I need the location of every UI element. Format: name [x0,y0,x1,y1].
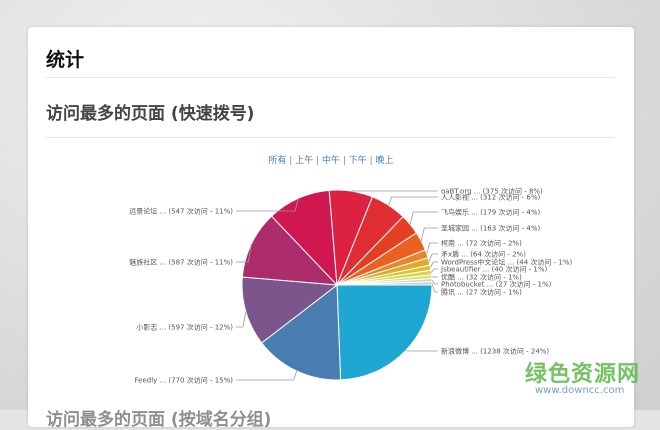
slice-label: 魅族社区 ... (587 次访问 - 11%) [129,258,233,267]
leader-line [429,254,438,261]
leader-line [236,371,297,380]
pie-slice[interactable] [337,285,432,380]
slice-label: 远景论坛 ... (547 次访问 - 11%) [129,207,233,216]
leader-line [421,228,438,241]
slice-label: 圣城家园 ... (163 次访问 - 4%) [441,224,541,233]
slice-label: 新浪微博 ... (1238 次访问 - 24%) [441,347,549,356]
leader-line [427,243,438,254]
slice-label: 腾讯 ... (27 次访问 - 1%) [441,288,522,297]
leader-line [430,262,438,268]
slice-label: 小影志 ... (597 次访问 - 12%) [136,323,233,332]
slice-label: Feedly ... (770 次访问 - 15%) [135,376,234,385]
leader-line [432,280,438,284]
leader-line [236,312,246,327]
slice-label: 矛x盾 ... (64 次访问 - 2%) [441,250,526,259]
slice-label: Photobucket ... (27 次访问 - 1%) [441,280,552,289]
slice-label: Jsbeautifier ... (40 次访问 - 1%) [440,265,548,274]
watermark-url: www.downcc.com [535,385,624,396]
slice-label: 柯南 ... (72 次访问 - 2%) [441,239,522,248]
leader-line [431,269,438,273]
pie-chart: 新浪微博 ... (1238 次访问 - 24%) Feedly ... (770… [0,0,660,410]
slice-label: 人人影视 ... (312 次访问 - 6%) [441,193,541,202]
slice-label: 飞鸟娱乐 ... (179 次访问 - 4%) [441,208,541,217]
leader-line [410,212,438,224]
leader-line [432,283,438,292]
leader-line [389,197,438,205]
watermark-logo: 绿色资源网 [525,356,640,388]
